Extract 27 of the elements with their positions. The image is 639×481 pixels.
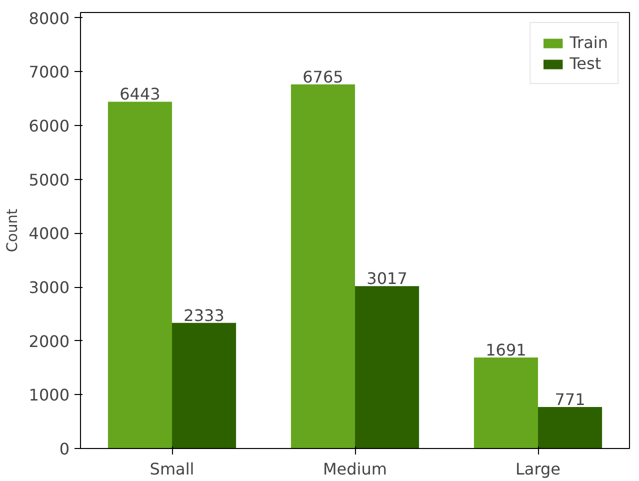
y-tick-label: 3000: [28, 278, 70, 298]
data-label: 2333: [184, 306, 224, 325]
bar: [355, 286, 420, 448]
y-tick-label: 0: [59, 440, 70, 458]
y-tick-label: 2000: [28, 332, 70, 351]
bar: [538, 407, 602, 448]
y-tick-label: 1000: [28, 386, 70, 405]
bar: [108, 102, 172, 448]
bar: [474, 357, 538, 448]
data-label: 6443: [120, 84, 160, 104]
data-label: 6765: [302, 67, 344, 86]
x-tick-label: Small: [150, 460, 194, 478]
x-tick-label: Large: [515, 460, 561, 478]
bar: [290, 84, 355, 448]
y-tick-label: 6000: [28, 116, 70, 136]
data-label: 1691: [486, 340, 526, 360]
data-label: 771: [554, 390, 586, 409]
y-tick-label: 5000: [28, 170, 70, 190]
data-label: 3017: [366, 269, 408, 288]
y-axis-title: Count: [4, 208, 21, 252]
legend-label: Train: [570, 33, 608, 52]
x-tick-label: Medium: [323, 460, 387, 478]
y-tick-label: 8000: [28, 8, 70, 28]
bar: [172, 322, 236, 448]
y-tick-label: 4000: [28, 224, 70, 244]
legend-label: Test: [570, 54, 602, 73]
y-tick-label: 7000: [28, 62, 70, 82]
